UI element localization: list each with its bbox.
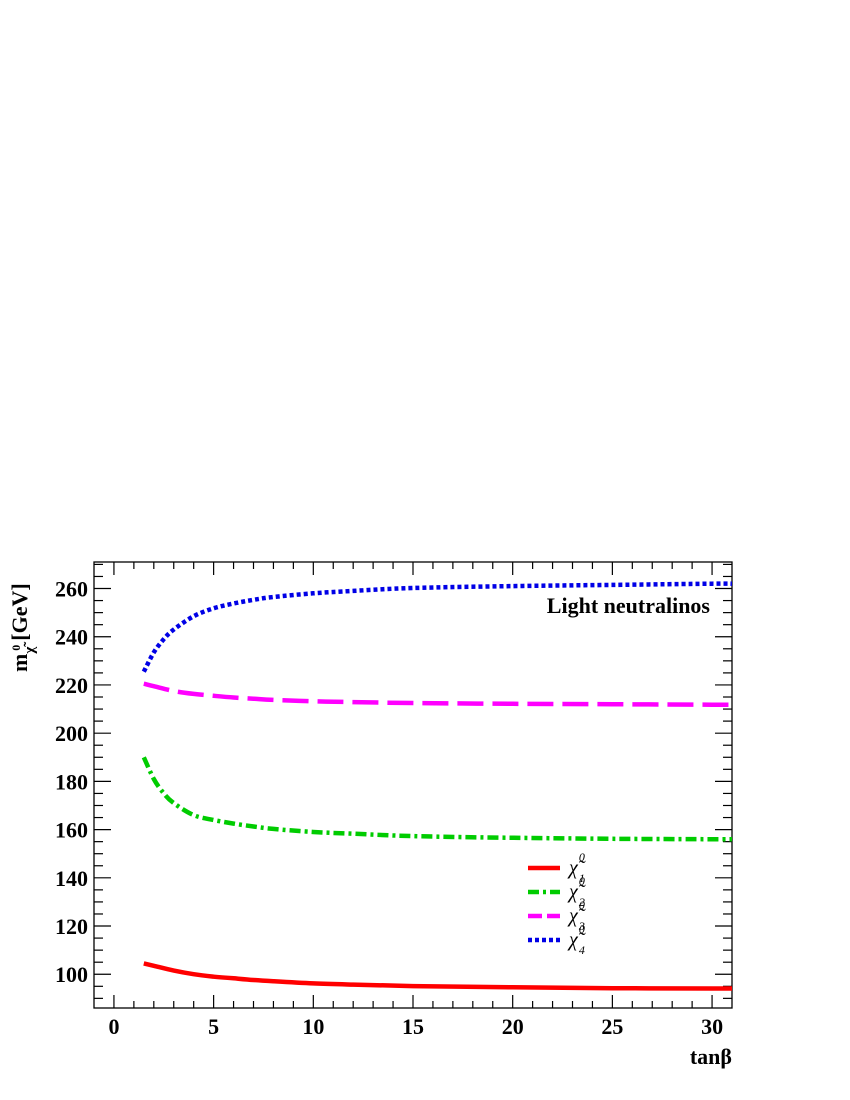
y-tick-label: 260	[55, 577, 88, 602]
y-axis-title-main: m	[7, 654, 32, 672]
x-axis-title: tanβ	[690, 1044, 732, 1069]
y-tick-label: 120	[55, 914, 88, 939]
annotation-text: Light neutralinos	[547, 593, 711, 618]
y-tick-label: 220	[55, 673, 88, 698]
y-tick-label: 180	[55, 769, 88, 794]
x-tick-label: 10	[302, 1014, 324, 1039]
y-tick-label: 100	[55, 962, 88, 987]
y-tick-label: 200	[55, 721, 88, 746]
x-tick-label: 5	[208, 1014, 219, 1039]
x-tick-label: 25	[601, 1014, 623, 1039]
series-layer	[141, 581, 733, 991]
x-tick-label: 30	[701, 1014, 723, 1039]
legend-label-4: χ̃0 4	[567, 922, 586, 957]
svg-text:mχ̃0[GeV]: mχ̃0 [GeV]	[7, 583, 38, 672]
legend-label-1: χ̃0 1	[567, 850, 586, 885]
series-line-4	[141, 581, 733, 673]
x-tick-label: 20	[502, 1014, 524, 1039]
x-tick-label: 15	[402, 1014, 424, 1039]
series-line-2	[141, 756, 733, 842]
series-line-3	[143, 681, 733, 707]
y-axis-title-unit: [GeV]	[7, 583, 32, 640]
y-tick-label: 240	[55, 625, 88, 650]
tick-labels: 0 5 10 15 20 25 30 100 120 140 160 180 200 220 240 260	[55, 577, 723, 1039]
y-tick-label: 140	[55, 866, 88, 891]
y-axis-title-sub: χ̃	[22, 642, 38, 655]
legend: χ̃0 1χ̃0 2χ̃0 3χ̃0 4	[528, 850, 586, 957]
y-axis-title-sup: 0	[9, 645, 23, 651]
plot-frame	[93, 561, 733, 1009]
legend-label-2: χ̃0 2	[567, 874, 586, 909]
series-line-1	[143, 961, 732, 991]
axis-ticks	[94, 562, 732, 1008]
x-tick-label: 0	[108, 1014, 119, 1039]
legend-label-3: χ̃0 3	[567, 898, 586, 933]
y-axis-title: mχ̃0 [GeV]	[7, 583, 38, 672]
y-tick-label: 160	[55, 818, 88, 843]
